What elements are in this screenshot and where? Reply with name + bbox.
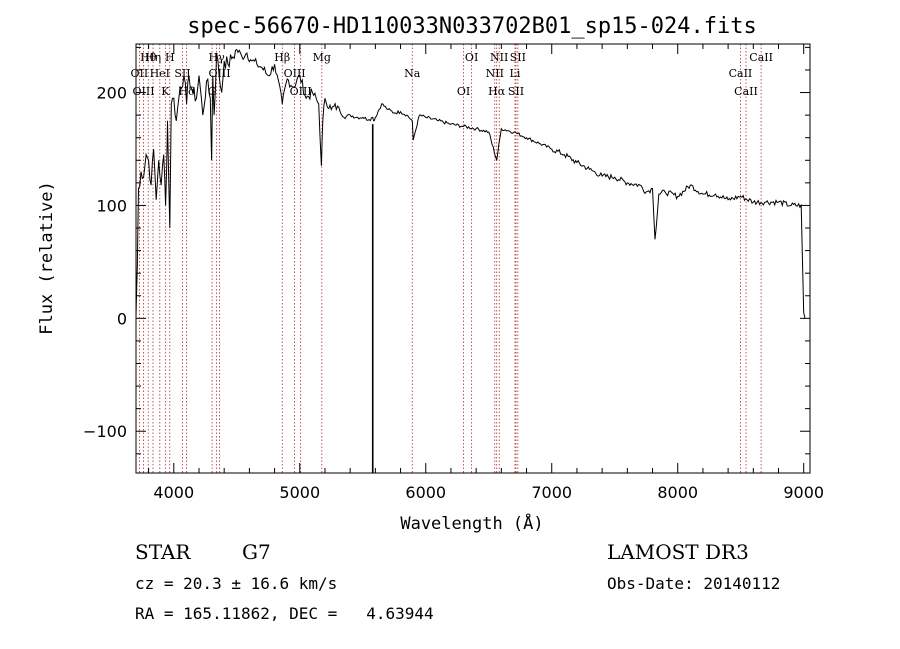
emission-line-label: CaII: [734, 85, 758, 98]
object-class: STAR: [135, 540, 191, 564]
spectrum-line: [135, 48, 806, 319]
y-axis-label: Flux (relative): [37, 181, 57, 335]
emission-line-label: OII: [131, 67, 149, 80]
chart-title: spec-56670-HD110033N033702B01_sp15-024.f…: [187, 14, 757, 39]
y-tick-label: 200: [96, 84, 127, 103]
emission-line-label: Hβ: [274, 51, 290, 64]
coordinates: RA = 165.11862, DEC = 4.63944: [135, 604, 434, 623]
emission-line-label: H: [165, 51, 175, 64]
redshift-cz: cz = 20.3 ± 16.6 km/s: [135, 574, 338, 593]
y-tick-label: 0: [117, 309, 127, 328]
spectrum-chart: spec-56670-HD110033N033702B01_sp15-024.f…: [37, 14, 824, 534]
plot-frame: [135, 43, 811, 474]
emission-line-label: Hη: [145, 51, 161, 64]
emission-line-label: SII: [508, 85, 524, 98]
emission-line-label: Mg: [313, 51, 331, 64]
emission-line-label: Na: [404, 67, 421, 80]
emission-line-label: Hθ: [140, 51, 157, 64]
emission-line-label: OIII: [133, 85, 155, 98]
x-tick-label: 4000: [153, 483, 194, 502]
emission-line-label: OIII: [208, 67, 230, 80]
survey-name: LAMOST DR3: [607, 540, 749, 564]
x-tick-label: 7000: [531, 483, 572, 502]
y-axis-ticks: −100 0 100 200: [83, 46, 810, 455]
emission-line-label: CaII: [749, 51, 773, 64]
emission-line-label: HeI: [150, 67, 170, 80]
emission-lines: [139, 44, 762, 473]
x-axis-label: Wavelength (Å): [400, 512, 543, 534]
emission-line-label: NII: [490, 51, 508, 64]
emission-line-label: SII: [174, 67, 190, 80]
emission-line-label: OI: [457, 85, 470, 98]
observation-date: Obs-Date: 20140112: [607, 574, 781, 593]
y-tick-label: −100: [83, 422, 127, 441]
emission-line-label: Hα: [488, 85, 506, 98]
x-tick-label: 9000: [783, 483, 824, 502]
emission-line-label: SII: [510, 51, 526, 64]
x-tick-label: 5000: [279, 483, 320, 502]
object-subclass: G7: [242, 540, 271, 564]
emission-line-label: Li: [510, 67, 521, 80]
emission-line-label: OI: [465, 51, 478, 64]
emission-line-label: OIII: [284, 67, 306, 80]
y-tick-label: 100: [96, 196, 127, 215]
emission-line-label: NII: [486, 67, 504, 80]
x-axis-ticks: 4000 5000 6000 7000 8000 9000: [148, 44, 824, 502]
emission-line-label: K: [161, 85, 170, 98]
x-tick-label: 8000: [657, 483, 698, 502]
emission-line-label: OIII: [290, 85, 312, 98]
emission-line-label: CaII: [729, 67, 753, 80]
x-tick-label: 6000: [405, 483, 446, 502]
